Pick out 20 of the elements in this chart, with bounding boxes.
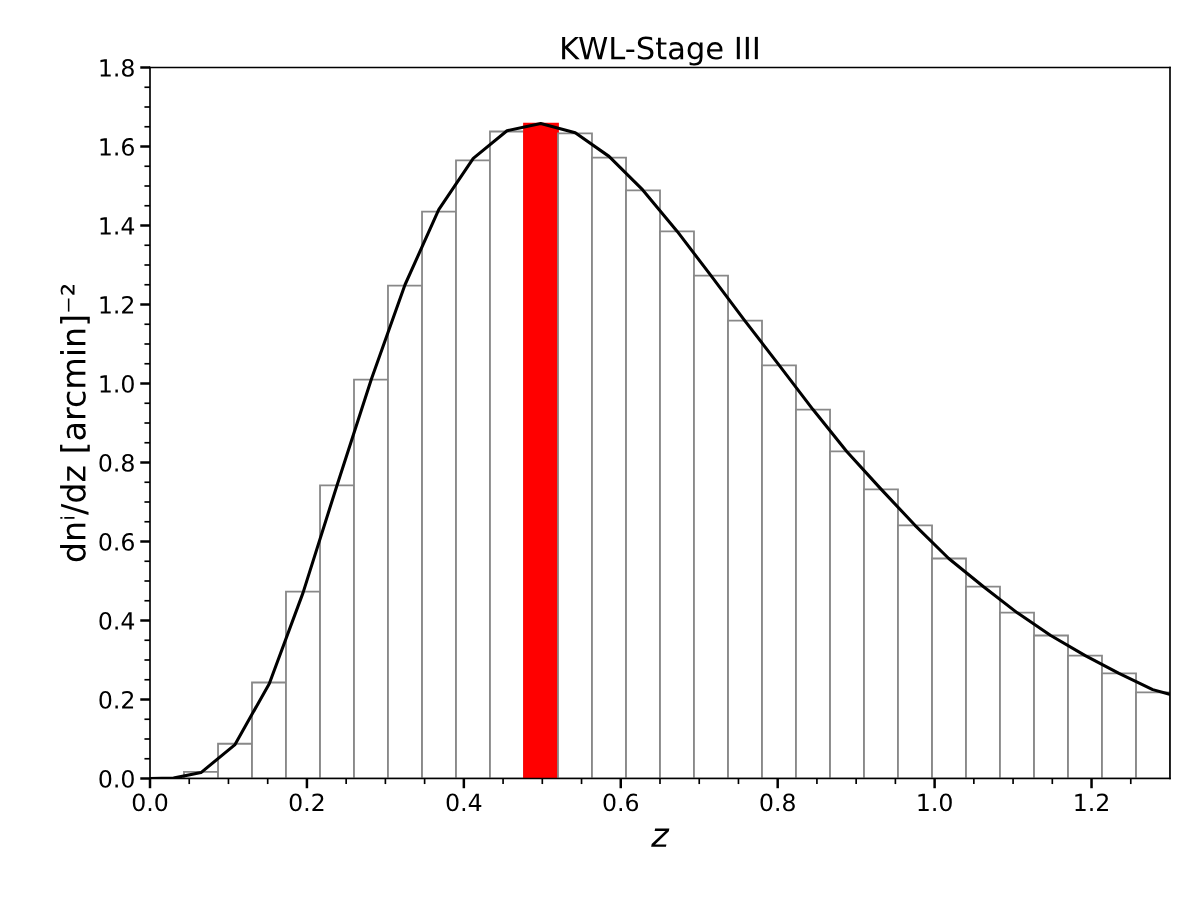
x-tick-label: 0.6 (603, 793, 639, 812)
x-tick-label: 0.8 (760, 793, 795, 812)
y-tick-label: 1.6 (100, 137, 134, 156)
y-tick-label: 1.8 (100, 58, 134, 77)
x-axis-title: z (651, 828, 670, 847)
y-axis-title: dnⁱ/dz [arcmin]⁻² (60, 284, 90, 562)
x-tick-label: 0.0 (132, 793, 168, 812)
y-tick-label: 0.0 (99, 769, 134, 788)
chart-title: KWL-Stage III (562, 36, 758, 66)
x-tick-label: 1.2 (1075, 793, 1108, 812)
y-tick-label: 0.6 (99, 532, 134, 551)
y-tick-label: 1.4 (100, 217, 135, 235)
x-tick-label: 0.4 (446, 793, 482, 812)
y-tick-label: 0.8 (99, 453, 134, 472)
x-tick-label: 0.2 (289, 793, 324, 812)
y-tick-label: 0.2 (99, 690, 134, 709)
x-tick-label: 1.0 (918, 793, 952, 812)
y-tick-label: 1.0 (100, 374, 134, 393)
y-tick-label: 0.4 (99, 611, 135, 630)
y-tick-label: 1.2 (100, 295, 134, 314)
